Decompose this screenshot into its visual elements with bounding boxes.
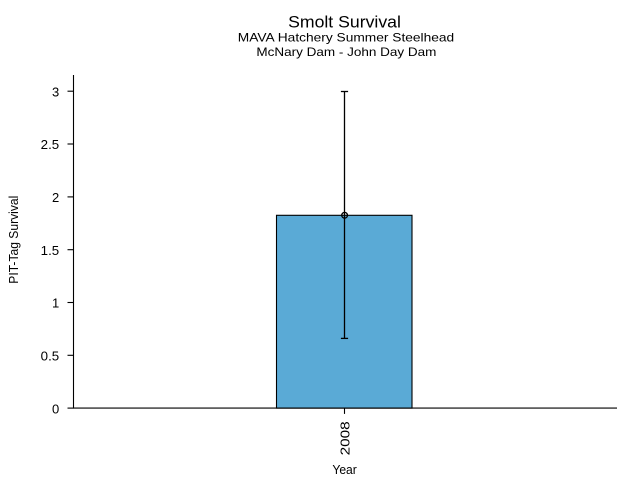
svg-text:2008: 2008 [338,421,353,455]
svg-text:McNary Dam - John Day Dam: McNary Dam - John Day Dam [256,45,436,59]
svg-text:Year: Year [332,463,357,477]
svg-text:2: 2 [52,190,59,205]
svg-text:2.5: 2.5 [41,137,60,152]
svg-text:MAVA Hatchery Summer Steelhead: MAVA Hatchery Summer Steelhead [238,31,454,45]
svg-text:0.5: 0.5 [41,349,60,364]
svg-text:0: 0 [52,401,59,416]
svg-text:1: 1 [52,296,59,311]
svg-text:3: 3 [52,84,59,99]
svg-text:PIT-Tag Survival: PIT-Tag Survival [7,196,21,284]
svg-text:1.5: 1.5 [41,243,60,258]
svg-text:Smolt Survival: Smolt Survival [288,12,401,31]
